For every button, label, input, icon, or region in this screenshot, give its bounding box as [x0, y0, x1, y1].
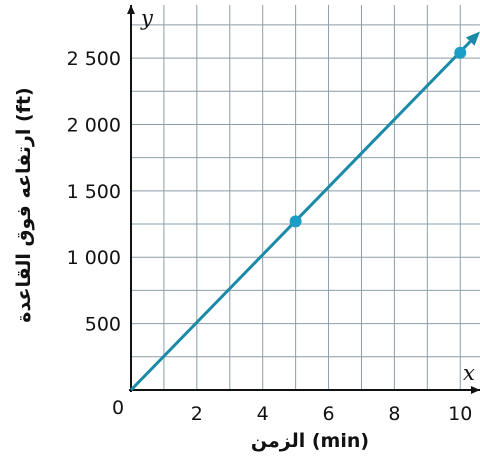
tick-labels: 2 4 6 8 10 500 1 000 1 500 2 000 2 500 [67, 48, 473, 425]
y-tick-label: 1 500 [67, 181, 121, 203]
x-tick-label: 8 [388, 403, 400, 425]
series-line [129, 40, 472, 392]
x-axis-title: الزمن (min) [251, 430, 369, 452]
points-layer [289, 46, 467, 228]
series-layer [129, 31, 480, 392]
grid [131, 5, 480, 390]
data-point [289, 215, 302, 228]
y-tick-label: 1 000 [67, 247, 121, 269]
x-tick-label: 2 [191, 403, 203, 425]
x-tick-label: 4 [257, 403, 269, 425]
axis-var-x: x [463, 361, 475, 385]
origin-label: 0 [112, 397, 124, 419]
data-point [454, 46, 467, 59]
y-tick-label: 2 500 [67, 48, 121, 70]
x-tick-label: 6 [323, 403, 335, 425]
y-tick-label: 2 000 [67, 114, 121, 136]
y-axis-arrow [127, 5, 135, 14]
y-tick-label: 500 [85, 314, 121, 336]
axis-var-y: y [140, 6, 154, 30]
y-axis-title: ارتفاعه فوق القاعدة (ft) [13, 87, 35, 322]
axes [127, 5, 480, 394]
series-arrow [465, 31, 480, 46]
x-tick-label: 10 [448, 403, 472, 425]
x-axis-arrow [471, 386, 480, 394]
